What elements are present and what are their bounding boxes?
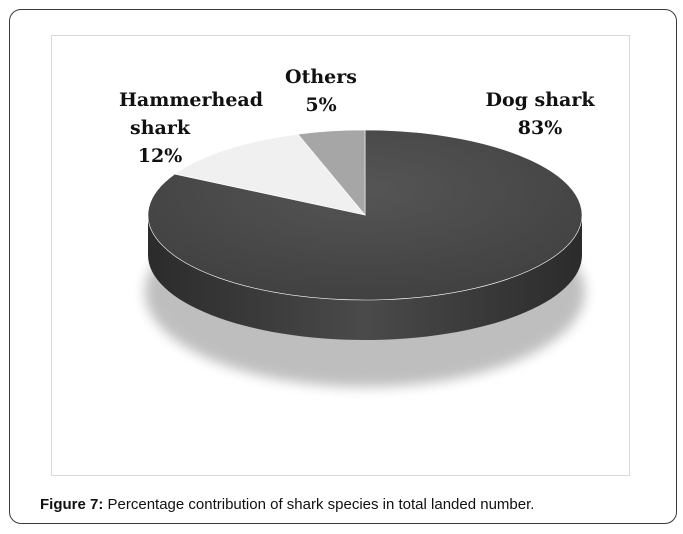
label-hammerhead-line1: Hammerhead [119, 89, 263, 111]
label-others: Others [285, 66, 357, 88]
pie-slice-dog-shark [147, 129, 583, 301]
caption-label: Figure 7: [40, 496, 104, 513]
pie-side [148, 215, 582, 340]
pct-others: 5% [305, 94, 336, 116]
caption-text: Percentage contribution of shark species… [103, 496, 535, 513]
pct-dog-shark: 83% [518, 117, 563, 139]
label-hammerhead-line2: shark [130, 117, 191, 139]
pct-hammerhead: 12% [138, 145, 183, 167]
figure-frame [9, 9, 677, 524]
pie-slice-hammerhead-shark [174, 133, 366, 216]
label-dog-shark: Dog shark [485, 89, 595, 111]
pie-slice-others [297, 129, 366, 216]
figure-caption: Figure 7: Percentage contribution of sha… [40, 496, 670, 513]
